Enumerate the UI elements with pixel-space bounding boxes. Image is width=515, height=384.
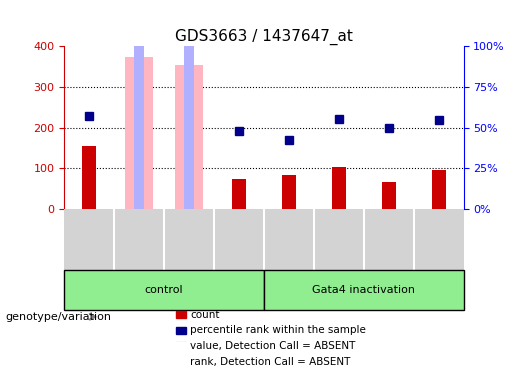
Bar — [176, 358, 186, 365]
Text: Gata4 inactivation: Gata4 inactivation — [312, 285, 415, 295]
Bar — [176, 311, 186, 318]
Bar — [184, 0, 194, 209]
Bar — [125, 57, 153, 209]
FancyBboxPatch shape — [64, 270, 264, 310]
Bar — [332, 167, 346, 209]
Bar — [382, 182, 396, 209]
Text: value, Detection Call = ABSENT: value, Detection Call = ABSENT — [190, 341, 355, 351]
Bar — [82, 146, 96, 209]
Text: genotype/variation: genotype/variation — [5, 312, 111, 322]
Title: GDS3663 / 1437647_at: GDS3663 / 1437647_at — [175, 28, 353, 45]
Text: count: count — [190, 310, 219, 319]
Bar — [432, 170, 445, 209]
Bar — [175, 65, 203, 209]
Bar — [134, 0, 144, 209]
Bar — [232, 179, 246, 209]
Text: control: control — [145, 285, 183, 295]
Bar — [176, 327, 186, 334]
Bar — [282, 175, 296, 209]
Text: rank, Detection Call = ABSENT: rank, Detection Call = ABSENT — [190, 357, 351, 367]
Text: percentile rank within the sample: percentile rank within the sample — [190, 325, 366, 335]
FancyBboxPatch shape — [264, 270, 464, 310]
Bar — [176, 343, 186, 349]
